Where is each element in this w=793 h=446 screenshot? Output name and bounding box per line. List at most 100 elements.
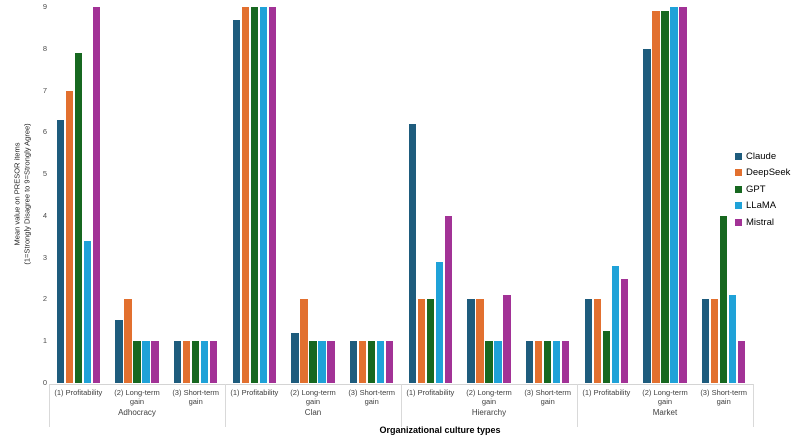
y-tick-label-2: 2 (42, 294, 47, 304)
bar-llama-market-item3 (728, 295, 737, 383)
bar-gpt-clan-item3 (367, 341, 376, 383)
bar-gpt-hierarchy-item2 (485, 341, 493, 383)
bar-claude-clan-item3 (349, 341, 358, 383)
legend-label: LLaMA (746, 200, 777, 212)
x-tick-label: (2) Long-term gain (642, 388, 688, 406)
x-tick-label: (1) Profitability (582, 388, 631, 397)
bar-mistral-clan-item1 (268, 7, 277, 383)
legend-label: Mistral (746, 216, 774, 228)
category-separator (401, 384, 402, 427)
bar-deepseek-clan-item2 (300, 299, 308, 383)
y-tick-label-7: 7 (42, 85, 47, 95)
category-label-clan: Clan (304, 408, 322, 417)
bar-deepseek-hierarchy-item1 (417, 299, 426, 383)
x-tick-label: (1) Profitability (230, 388, 279, 397)
y-tick-label-5: 5 (42, 169, 47, 179)
bar-mistral-hierarchy-item2 (503, 295, 511, 383)
legend: Claude DeepSeek GPT LLaMA Mistral (735, 148, 790, 231)
category-label-hierarchy: Hierarchy (471, 408, 507, 417)
legend-swatch-icon (735, 185, 742, 193)
bar-claude-adhocracy-item1 (56, 119, 65, 383)
bar-llama-hierarchy-item1 (435, 261, 444, 383)
bar-claude-market-item1 (584, 299, 593, 383)
bar-gpt-clan-item2 (309, 341, 317, 383)
bar-claude-clan-item2 (291, 332, 299, 383)
x-tick-label: (2) Long-term gain (290, 388, 336, 406)
x-tick-label: (3) Short-term gain (700, 388, 747, 406)
category-separator (753, 384, 754, 427)
category-separator (225, 384, 226, 427)
bar-deepseek-market-item1 (593, 299, 602, 383)
legend-swatch-icon (735, 202, 742, 210)
bar-gpt-market-item2 (661, 11, 669, 383)
bar-claude-clan-item1 (232, 19, 241, 383)
x-tick-label: (1) Profitability (406, 388, 455, 397)
bar-gpt-hierarchy-item1 (426, 299, 435, 383)
bar-deepseek-adhocracy-item2 (124, 299, 132, 383)
y-tick-label-8: 8 (42, 43, 47, 53)
y-tick-label-1: 1 (42, 336, 47, 346)
x-tick-label: (3) Short-term gain (172, 388, 219, 406)
bar-llama-hierarchy-item3 (552, 341, 561, 383)
category-label-market: Market (652, 408, 678, 417)
bar-deepseek-market-item2 (652, 11, 660, 383)
bar-gpt-adhocracy-item1 (74, 52, 83, 383)
bar-mistral-adhocracy-item1 (92, 7, 101, 383)
y-tick-label-0: 0 (42, 378, 47, 387)
bar-gpt-hierarchy-item3 (543, 341, 552, 383)
bar-llama-clan-item1 (259, 7, 268, 383)
x-tick-label: (3) Short-term gain (524, 388, 571, 406)
legend-entry-llama: LLaMA (735, 198, 790, 215)
bar-mistral-market-item1 (620, 278, 629, 383)
bar-deepseek-adhocracy-item1 (65, 90, 74, 383)
bar-deepseek-hierarchy-item2 (476, 299, 484, 383)
x-tick-label: (2) Long-term gain (466, 388, 512, 406)
bar-claude-hierarchy-item3 (525, 341, 534, 383)
bar-gpt-clan-item1 (250, 7, 259, 383)
x-tick-label: (3) Short-term gain (348, 388, 395, 406)
bar-gpt-market-item1 (602, 330, 611, 383)
bar-mistral-clan-item3 (385, 341, 394, 383)
bar-claude-adhocracy-item3 (173, 341, 182, 383)
bar-llama-market-item1 (611, 266, 620, 383)
y-tick-label-6: 6 (42, 127, 47, 137)
bar-mistral-hierarchy-item3 (561, 341, 570, 383)
bar-deepseek-market-item3 (710, 299, 719, 383)
bar-claude-market-item3 (701, 299, 710, 383)
legend-label: Claude (746, 150, 777, 162)
bar-claude-hierarchy-item2 (467, 299, 475, 383)
bar-gpt-adhocracy-item2 (133, 341, 141, 383)
bar-llama-clan-item2 (318, 341, 326, 383)
category-separator (49, 384, 50, 427)
category-label-adhocracy: Adhocracy (118, 408, 156, 417)
legend-entry-claude: Claude (735, 148, 790, 165)
legend-entry-gpt: GPT (735, 181, 790, 198)
bar-llama-adhocracy-item1 (83, 240, 92, 383)
x-axis-title: Organizational culture types (379, 425, 501, 435)
y-tick-label-9: 9 (42, 2, 47, 11)
legend-swatch-icon (735, 218, 742, 226)
legend-swatch-icon (735, 152, 742, 160)
x-tick-label: (2) Long-term gain (114, 388, 160, 406)
bar-llama-adhocracy-item3 (200, 341, 209, 383)
y-tick-label-3: 3 (42, 252, 47, 262)
bar-mistral-clan-item2 (327, 341, 335, 383)
bar-llama-market-item2 (670, 7, 678, 383)
bar-claude-market-item2 (643, 48, 651, 383)
bar-mistral-market-item3 (737, 341, 746, 383)
legend-entry-deepseek: DeepSeek (735, 165, 790, 182)
legend-swatch-icon (735, 169, 742, 177)
legend-label: DeepSeek (746, 167, 791, 179)
bar-claude-hierarchy-item1 (408, 123, 417, 383)
bar-deepseek-clan-item3 (358, 341, 367, 383)
bar-llama-clan-item3 (376, 341, 385, 383)
bar-mistral-adhocracy-item2 (151, 341, 159, 383)
bar-mistral-hierarchy-item1 (444, 215, 453, 383)
legend-label: GPT (746, 183, 766, 195)
x-tick-label: (1) Profitability (54, 388, 103, 397)
y-tick-label-4: 4 (42, 210, 47, 220)
bar-llama-adhocracy-item2 (142, 341, 150, 383)
category-separator (577, 384, 578, 427)
